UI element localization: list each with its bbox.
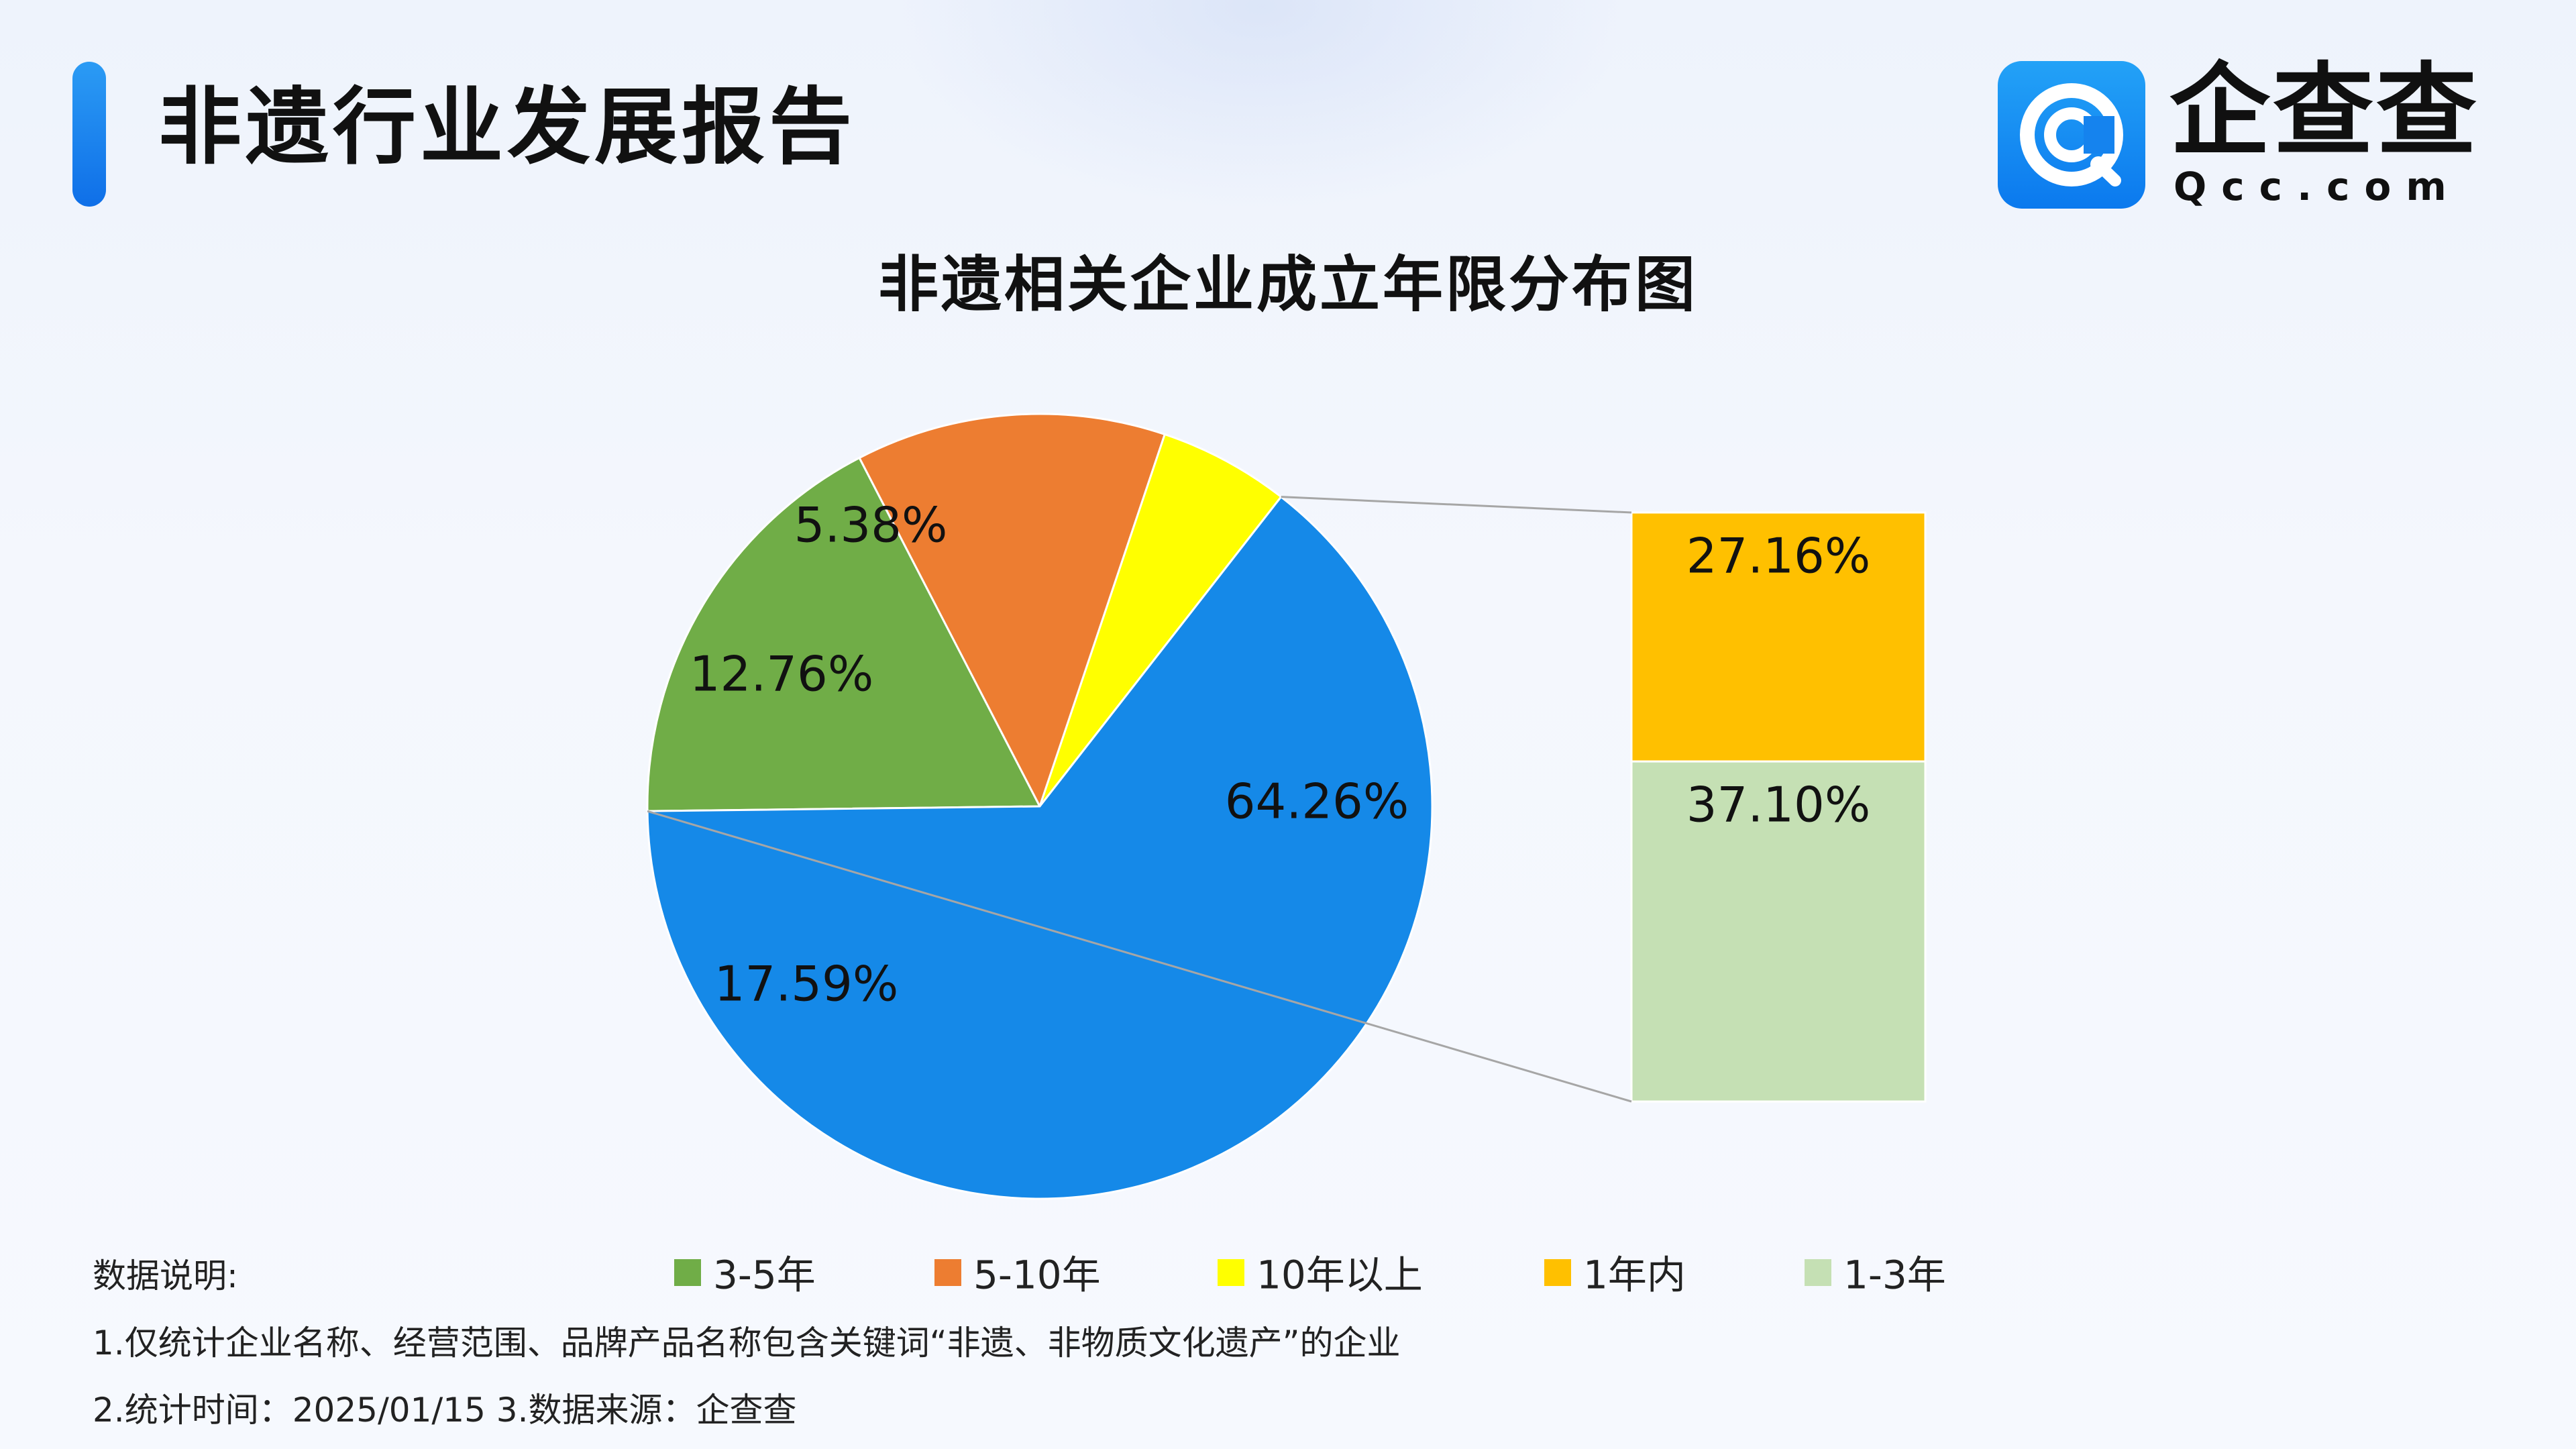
pie-slice-3 xyxy=(646,495,1434,1200)
legend-swatch xyxy=(674,1258,701,1286)
legend-item-3: 1年内 xyxy=(1544,1244,1686,1305)
bar-segment-1 xyxy=(1630,760,1927,1103)
legend-label: 1-3年 xyxy=(1843,1252,1946,1298)
qcc-logo-icon xyxy=(1998,61,2145,209)
title-accent-bar xyxy=(72,62,106,207)
legend-swatch xyxy=(1544,1258,1571,1286)
legend-item-1: 5-10年 xyxy=(934,1244,1101,1305)
pie-data-label-0: 17.59% xyxy=(714,956,899,1012)
legend-label: 3-5年 xyxy=(713,1252,816,1298)
logo-domain: Qcc.com xyxy=(2174,164,2461,209)
pie-slice-2 xyxy=(1038,433,1283,807)
connector-line-top xyxy=(1281,496,1632,514)
legend-swatch xyxy=(934,1258,961,1286)
legend-item-0: 3-5年 xyxy=(674,1244,816,1305)
connector-line-bottom xyxy=(647,810,1632,1103)
page-title: 非遗行业发展报告 xyxy=(158,79,857,176)
pie-data-label-1: 12.76% xyxy=(690,646,874,702)
notes-heading: 数据说明: xyxy=(93,1256,238,1295)
pie-slice-0 xyxy=(646,456,1042,812)
legend-swatch xyxy=(1805,1258,1831,1286)
qcc-logo: 企查查 Qcc.com xyxy=(1998,53,2508,210)
legend-label: 5-10年 xyxy=(973,1252,1101,1298)
legend-item-2: 10年以上 xyxy=(1218,1244,1423,1305)
legend-swatch xyxy=(1218,1258,1244,1286)
legend-label: 10年以上 xyxy=(1256,1252,1423,1298)
bar-data-label-0: 27.16% xyxy=(1686,528,1871,584)
notes-line-2: 2.统计时间：2025/01/15 3.数据来源：企查查 xyxy=(93,1391,797,1430)
pie-data-label-2: 5.38% xyxy=(794,497,948,553)
bar-segment-0 xyxy=(1630,511,1927,763)
bar-data-label-1: 37.10% xyxy=(1686,777,1871,833)
pie-data-label-3: 64.26% xyxy=(1225,773,1409,830)
notes-line-1: 1.仅统计企业名称、经营范围、品牌产品名称包含关键词“非遗、非物质文化遗产”的企… xyxy=(93,1324,1401,1362)
chart-title: 非遗相关企业成立年限分布图 xyxy=(878,250,1698,320)
pie-slice-1 xyxy=(858,413,1167,809)
legend-label: 1年内 xyxy=(1583,1252,1686,1298)
chart-legend: 3-5年 5-10年 10年以上 1年内 1-3年 xyxy=(0,1244,2576,1305)
legend-item-4: 1-3年 xyxy=(1805,1244,1946,1305)
logo-wordmark: 企查查 xyxy=(2169,53,2480,170)
